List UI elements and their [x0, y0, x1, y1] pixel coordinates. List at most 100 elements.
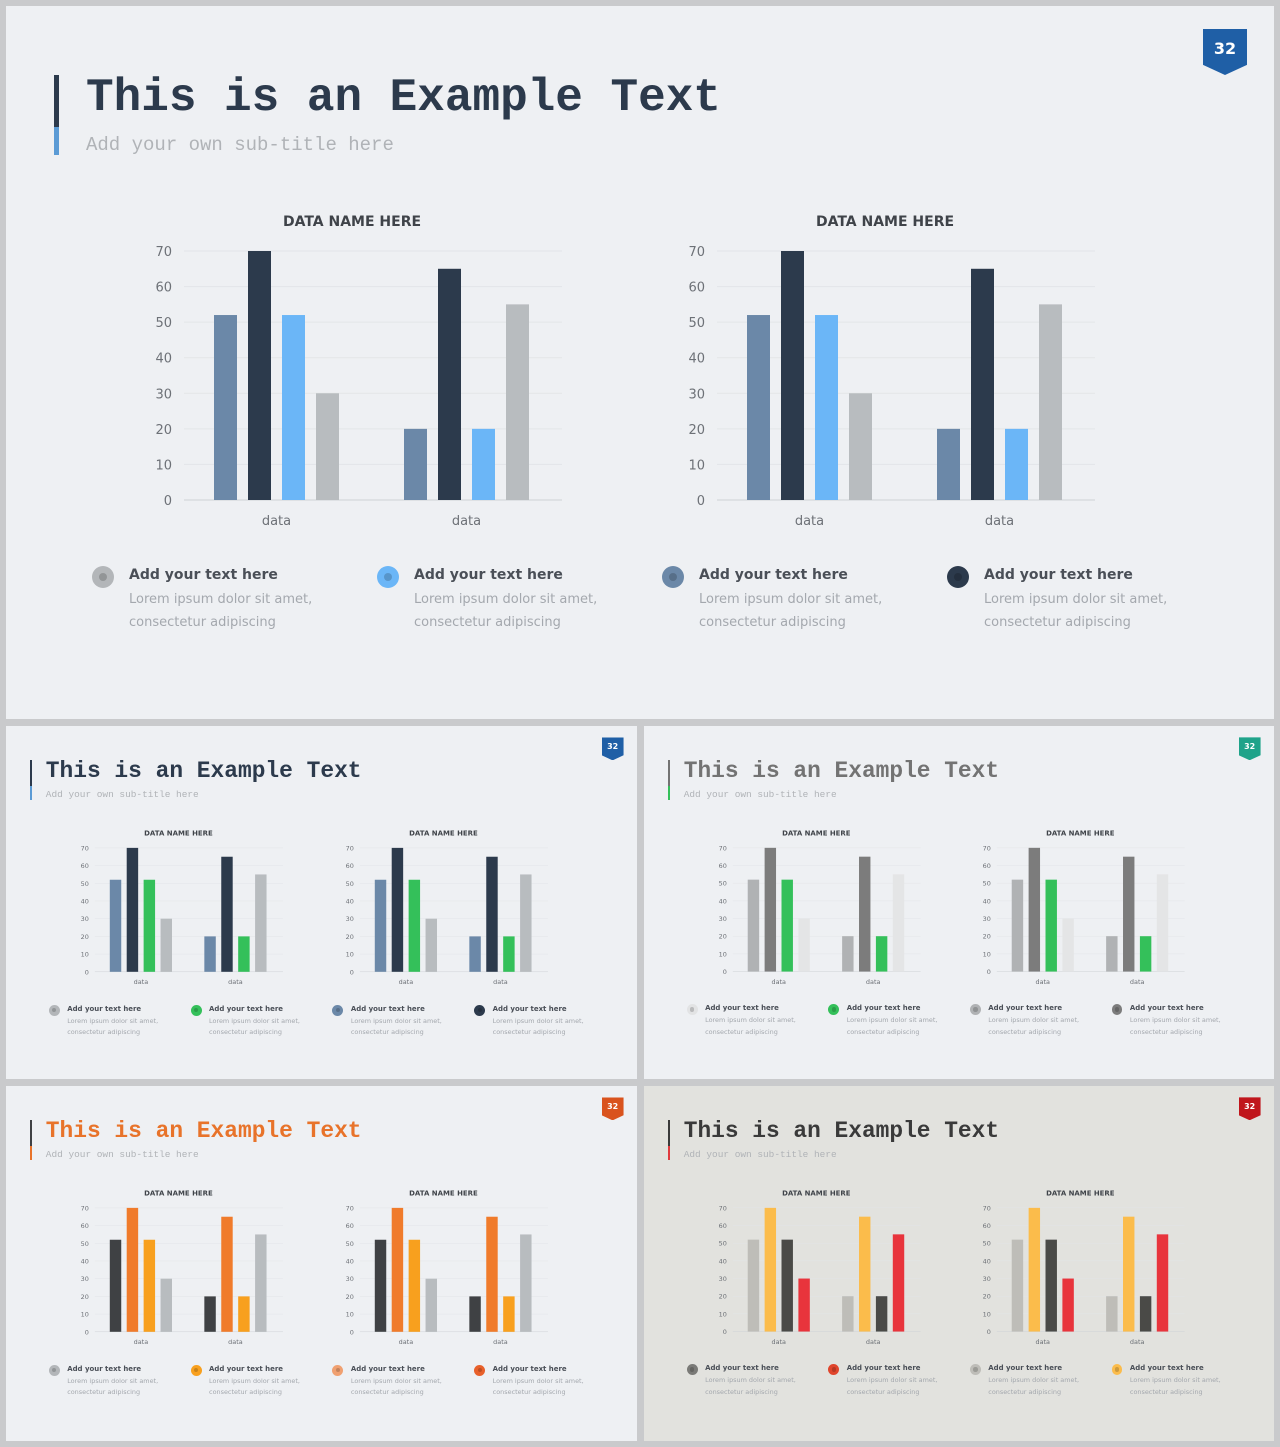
- legend-dot-icon: [969, 1004, 981, 1016]
- y-tick-label: 50: [718, 880, 726, 888]
- y-tick-label: 40: [155, 352, 172, 367]
- slide-subtitle: Add your own sub-title here: [683, 788, 837, 800]
- legend-description: Lorem ipsum dolor sit amet, consectetur a…: [351, 1376, 442, 1399]
- y-tick-label: 10: [688, 458, 705, 473]
- legend-description-line: Lorem ipsum dolor sit amet,: [209, 1376, 300, 1385]
- legend-description-line: Lorem ipsum dolor sit amet,: [492, 1016, 584, 1025]
- slide[interactable]: This is an Example Text Add your own sub-…: [6, 726, 637, 1079]
- y-tick-label: 0: [164, 494, 172, 509]
- legend-description-line: consectetur adipiscing: [350, 1388, 424, 1397]
- y-tick-label: 70: [346, 844, 354, 852]
- y-tick-label: 20: [688, 423, 705, 438]
- legend-description-line: Lorem ipsum dolor sit amet,: [705, 1016, 796, 1025]
- subtitle-accent-bar: [667, 786, 671, 801]
- legend-item: Add your text here Lorem ipsum dolor sit …: [474, 1004, 608, 1044]
- slide[interactable]: This is an Example Text Add your own sub-…: [6, 1086, 637, 1441]
- legend-heading: Add your text here: [67, 1004, 142, 1013]
- legend-item: Add your text here Lorem ipsum dolor sit …: [686, 1363, 821, 1403]
- y-tick-label: 20: [983, 1293, 991, 1301]
- y-tick-label: 0: [722, 1328, 726, 1336]
- legend-description-line: consectetur adipiscing: [699, 615, 846, 630]
- legend-description: Lorem ipsum dolor sit amet, consectetur a…: [1130, 1375, 1221, 1398]
- x-category-label: data: [795, 514, 824, 529]
- y-tick-label: 60: [80, 1222, 88, 1230]
- title-accent-bar: [667, 1120, 671, 1147]
- y-tick-label: 0: [350, 968, 354, 976]
- bar: [220, 856, 233, 972]
- legend-description: Lorem ipsum dolor sit amet, consectetur a…: [493, 1376, 584, 1399]
- legend-description-line: consectetur adipiscing: [414, 615, 561, 630]
- legend-heading: Add your text here: [846, 1364, 921, 1373]
- page-number-badge: 32: [1238, 737, 1261, 761]
- legend-item: Add your text here Lorem ipsum dolor sit …: [828, 1003, 962, 1043]
- legend-description-line: consectetur adipiscing: [1129, 1387, 1203, 1396]
- legend-dot-icon: [1111, 1364, 1123, 1376]
- legend-dot-icon: [1111, 1004, 1123, 1016]
- bar: [875, 936, 887, 972]
- legend-description: Lorem ipsum dolor sit amet, consectetur a…: [847, 1375, 938, 1398]
- y-tick-label: 60: [718, 862, 726, 870]
- y-tick-label: 70: [80, 844, 88, 852]
- x-category-label: data: [262, 514, 291, 529]
- legend-heading: Add your text here: [1129, 1364, 1204, 1373]
- legend-description: Lorem ipsum dolor sit amet, consectetur a…: [705, 1375, 796, 1398]
- y-tick-label: 0: [84, 968, 88, 976]
- bar: [892, 874, 904, 972]
- y-tick-label: 50: [718, 1240, 726, 1248]
- legend-item: Add your text here Lorem ipsum dolor sit …: [828, 1363, 962, 1403]
- chart-gridlines: [184, 250, 562, 501]
- legend-description-line: Lorem ipsum dolor sit amet,: [1129, 1016, 1221, 1025]
- legend-dot-icon: [92, 566, 114, 588]
- bar: [1045, 879, 1058, 972]
- legend-item: Add your text here Lorem ipsum dolor sit …: [48, 1364, 183, 1404]
- slide[interactable]: This is an Example Text Add your own sub-…: [644, 726, 1274, 1079]
- legend-description-line: consectetur adipiscing: [209, 1028, 282, 1037]
- legend-item: Add your text here Lorem ipsum dolor sit …: [969, 1363, 1104, 1403]
- legend-dot-icon: [474, 1364, 486, 1376]
- bar: [237, 1296, 250, 1332]
- y-tick-label: 20: [983, 933, 991, 941]
- legend-description: Lorem ipsum dolor sit amet, consectetur a…: [209, 1376, 300, 1399]
- y-tick-label: 20: [80, 1293, 88, 1301]
- bar: [1029, 847, 1041, 972]
- chart-title: DATA NAME HERE: [816, 214, 954, 230]
- bar: [858, 1216, 871, 1332]
- bar: [204, 936, 216, 972]
- x-category-label: data: [399, 978, 414, 986]
- legend-description-line: Lorem ipsum dolor sit amet,: [699, 592, 883, 607]
- bar: [254, 874, 267, 972]
- y-tick-label: 40: [346, 898, 354, 906]
- legend-description: Lorem ipsum dolor sit amet, consectetur a…: [705, 1015, 796, 1038]
- y-tick-label: 50: [155, 316, 172, 331]
- bar: [408, 879, 421, 972]
- bar-chart: DATA NAME HERE 0 10 20 30 40 50 60 70 data data: [688, 214, 1095, 529]
- legend-description-line: Lorem ipsum dolor sit amet,: [984, 592, 1168, 607]
- x-category-label: data: [1036, 1338, 1051, 1346]
- chart-title: DATA NAME HERE: [1047, 829, 1116, 837]
- y-tick-label: 40: [983, 1257, 991, 1265]
- legend-dot-icon: [662, 566, 684, 588]
- y-tick-label: 10: [983, 950, 991, 958]
- bar: [849, 393, 872, 500]
- x-category-label: data: [1036, 978, 1051, 986]
- slide[interactable]: This is an Example Text Add your own sub-…: [6, 6, 1274, 719]
- chart-title: DATA NAME HERE: [409, 829, 478, 837]
- bar: [1039, 304, 1062, 500]
- y-tick-label: 40: [718, 897, 726, 905]
- chart-title: DATA NAME HERE: [283, 214, 421, 230]
- y-tick-label: 30: [688, 387, 705, 402]
- y-tick-label: 70: [718, 1204, 726, 1212]
- x-category-label: data: [771, 978, 786, 986]
- bar: [1106, 1296, 1118, 1332]
- y-tick-label: 50: [80, 880, 88, 888]
- bar: [798, 918, 810, 972]
- bar: [438, 268, 461, 500]
- y-tick-label: 10: [718, 1310, 726, 1318]
- bar: [1029, 1207, 1041, 1332]
- bar-chart: DATA NAME HERE 0 10 20 30 40 50 60 70 data data: [155, 214, 562, 529]
- legend-description-line: consectetur adipiscing: [984, 615, 1131, 630]
- slide[interactable]: This is an Example Text Add your own sub-…: [644, 1086, 1274, 1441]
- chart-gridlines: [732, 847, 921, 972]
- legend-item: Add your text here Lorem ipsum dolor sit …: [332, 1004, 466, 1044]
- bar: [143, 879, 155, 972]
